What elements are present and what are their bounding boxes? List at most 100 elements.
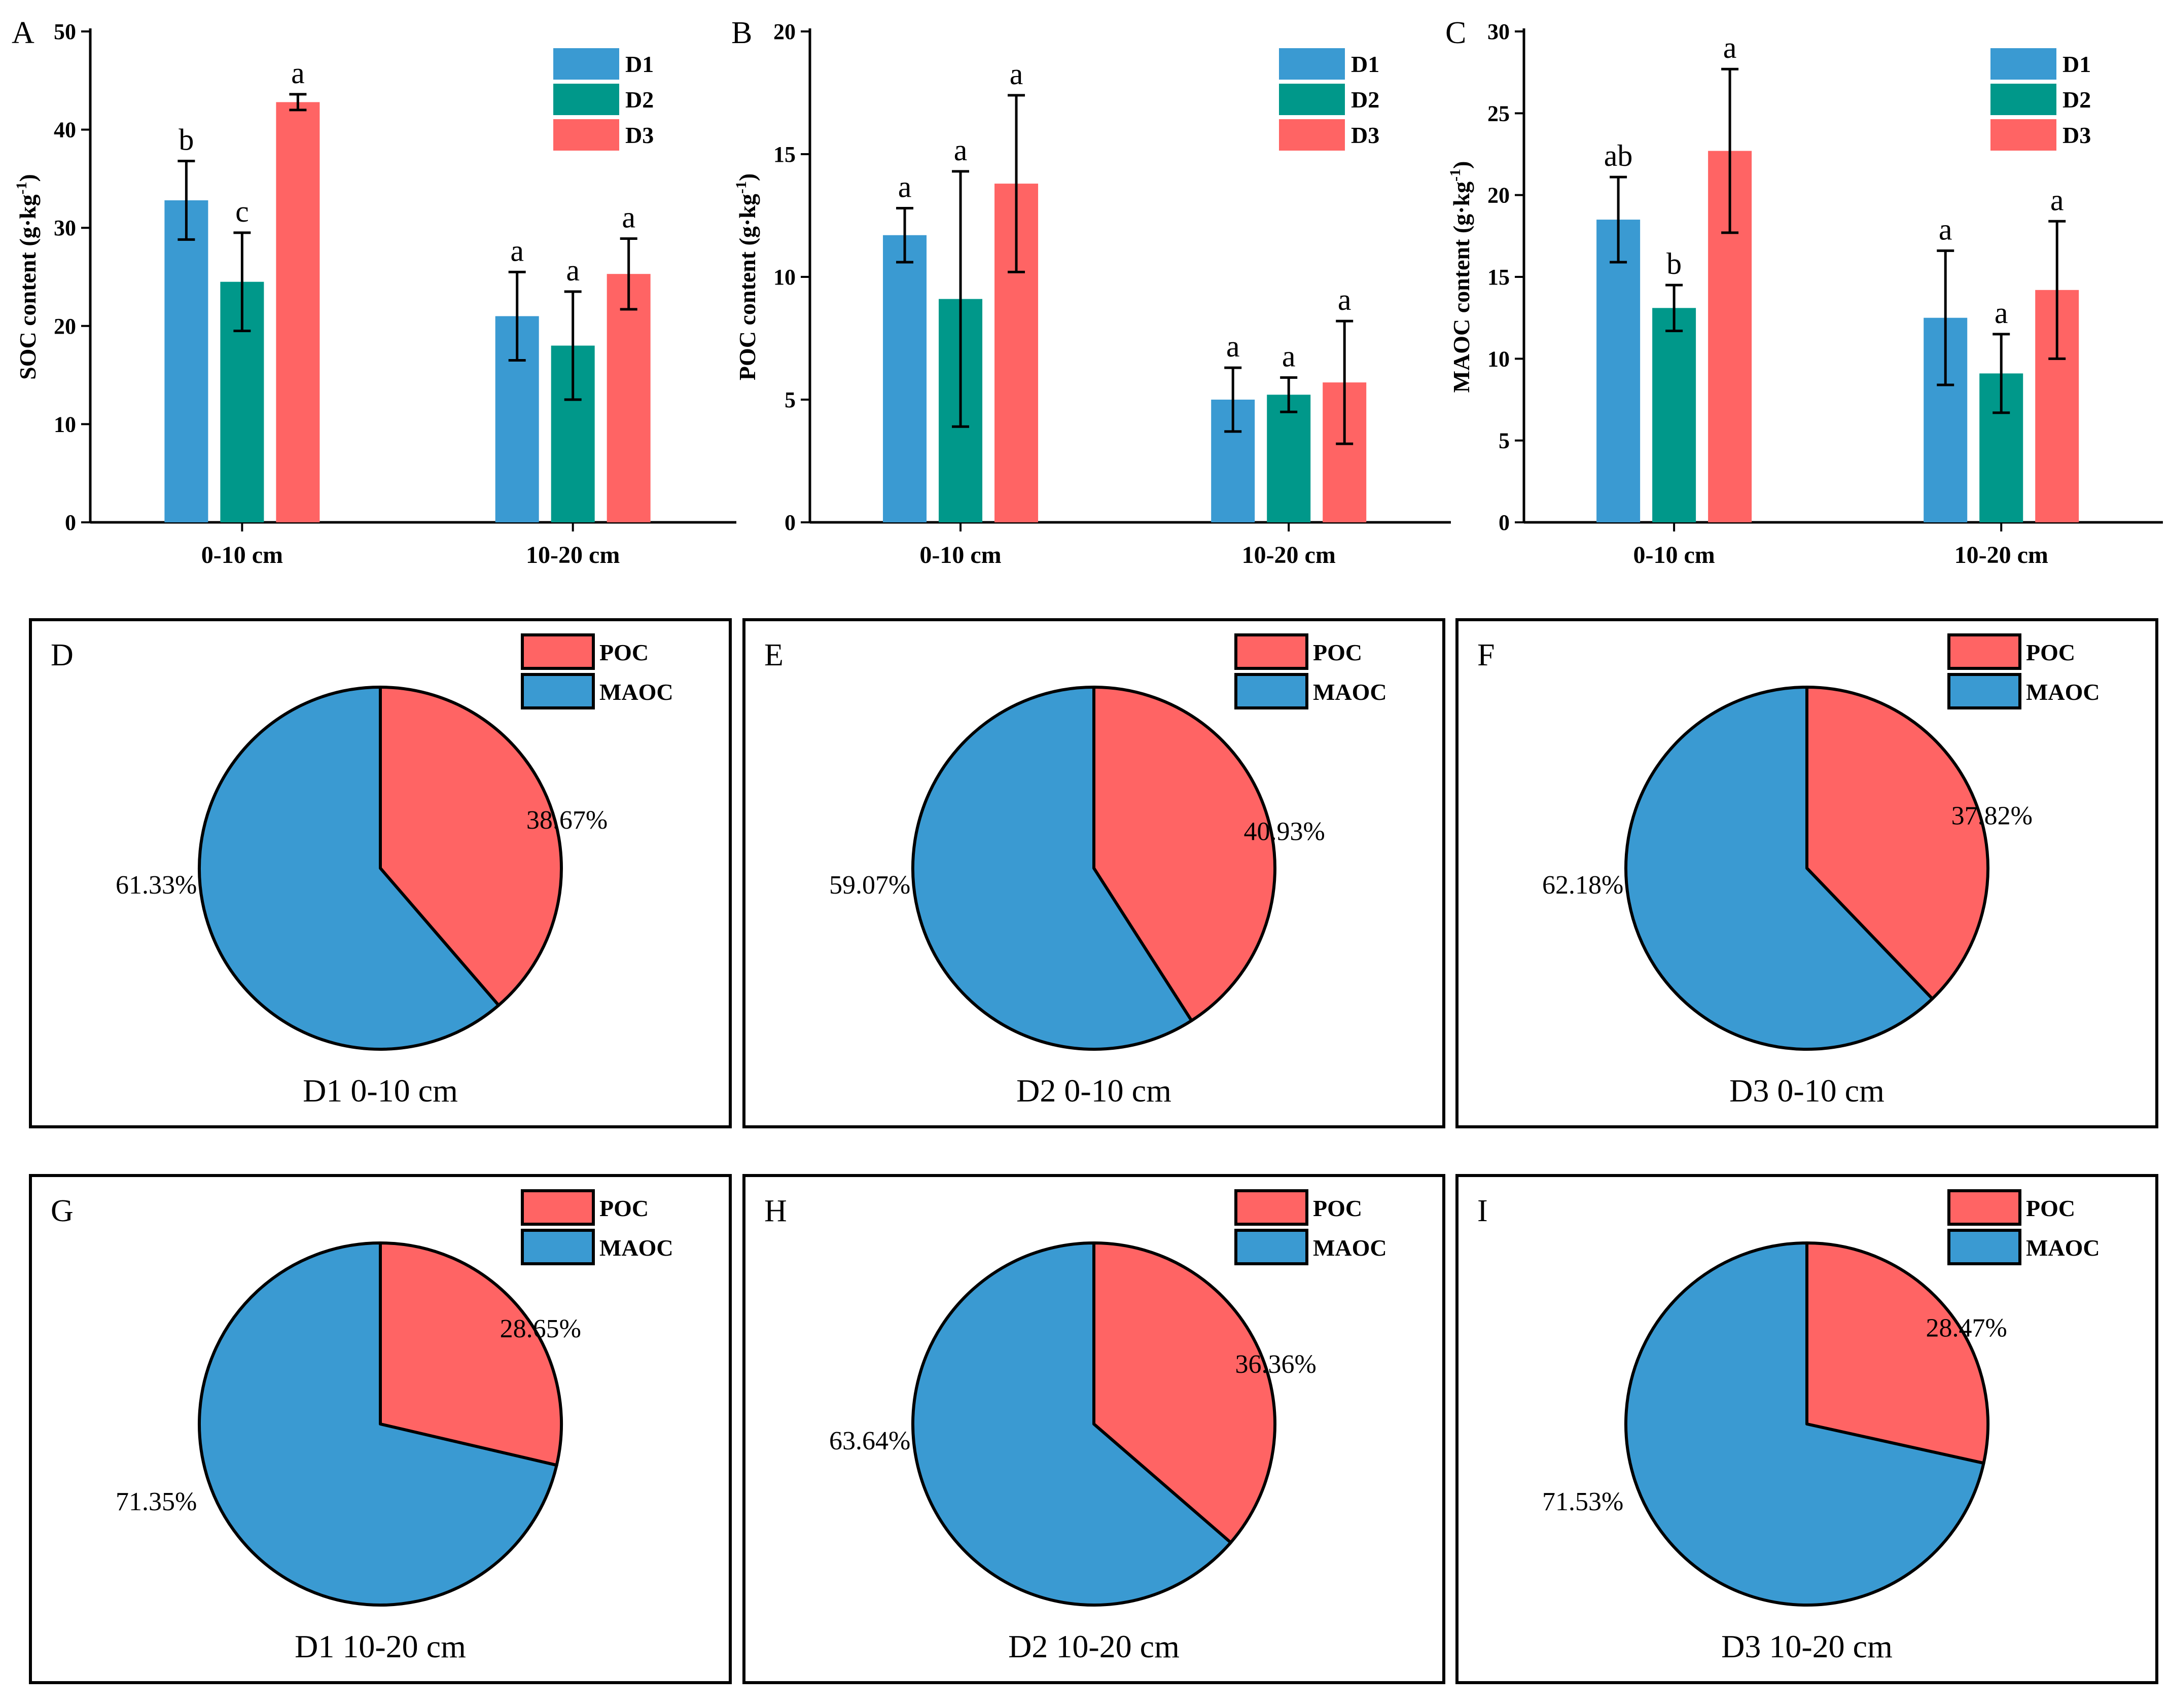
legend-label: MAOC [599, 1235, 673, 1261]
pie-slice-maoc [1624, 686, 1934, 1051]
pie-slice-maoc [911, 686, 1193, 1051]
legend-swatch-maoc [1947, 1229, 2021, 1265]
y-tick-label: 30 [54, 216, 76, 240]
x-tick-label: 10-20 cm [1954, 542, 2048, 568]
pie-caption: D3 10-20 cm [1721, 1628, 1893, 1664]
panel-letter: B [731, 16, 752, 50]
legend-label: D1 [625, 51, 654, 77]
error-bar [620, 237, 637, 311]
error-bar [289, 93, 307, 112]
legend-swatch-poc [1947, 633, 2021, 670]
error-bar [1665, 283, 1683, 332]
bar-d3 [276, 102, 320, 523]
bar-chart-c: C 0 5 10 15 20 25 30 MAOC content (g·kg-1) 0-10 c… [1445, 16, 2163, 568]
legend-swatch-d3 [553, 119, 619, 151]
significance-letter: a [1723, 31, 1737, 64]
panel-letter: E [764, 638, 784, 672]
y-axis-title: POC content (g·kg-1) [733, 173, 760, 380]
x-tick-label: 0-10 cm [919, 542, 1001, 568]
error-bar [1610, 175, 1627, 264]
panel-letter: A [12, 16, 34, 50]
pie-chart-d: D POC MAOC 38.67% 61.33% D1 0-10 cm [29, 618, 732, 1128]
y-tick-label: 5 [1499, 429, 1510, 453]
y-tick-label: 25 [1487, 101, 1510, 126]
y-tick-label: 10 [54, 412, 76, 437]
error-bar [896, 206, 914, 264]
bar-d2 [1652, 308, 1696, 522]
pie-slice-poc [1805, 1241, 1990, 1465]
pie-slice-poc [379, 1241, 563, 1467]
pie-percent-label: 37.82% [1951, 801, 2033, 830]
y-tick-label: 10 [1487, 346, 1510, 371]
y-axis-title: SOC content (g·kg-1) [13, 174, 41, 380]
pie-caption: D2 10-20 cm [1008, 1628, 1180, 1664]
y-tick-label: 20 [54, 314, 76, 339]
legend-label: D2 [625, 87, 654, 113]
error-bar [2048, 220, 2066, 360]
legend-label: MAOC [1313, 679, 1387, 705]
significance-letter: a [1282, 339, 1296, 373]
y-tick-label: 5 [785, 387, 796, 412]
legend-label: D2 [1351, 87, 1379, 113]
error-bar [1993, 333, 2010, 414]
significance-letter: a [1226, 330, 1240, 363]
legend-swatch-d3 [1279, 119, 1345, 151]
significance-letter: a [510, 234, 524, 267]
y-tick-label: 20 [1487, 183, 1510, 208]
bar-d1 [883, 235, 927, 523]
significance-letter: ab [1604, 139, 1633, 172]
error-bar [1721, 67, 1739, 234]
bar-chart-a: A 0 10 20 30 40 50 SOC content (g·kg-1) 0-10 cm b… [12, 16, 736, 568]
pie-chart-e: E POC MAOC 40.93% 59.07% D2 0-10 cm [742, 618, 1445, 1128]
pie-chart-f: F POC MAOC 37.82% 62.18% D3 0-10 cm [1455, 618, 2158, 1128]
pie-percent-label: 28.47% [1926, 1314, 2007, 1343]
y-tick-label: 10 [773, 265, 796, 290]
significance-letter: a [566, 254, 580, 287]
y-tick-label: 0 [1499, 510, 1510, 535]
pie-chart-h: H POC MAOC 36.36% 63.64% D2 10-20 cm [742, 1174, 1445, 1684]
error-bar [233, 231, 251, 332]
significance-letter: a [898, 170, 912, 203]
y-tick-label: 50 [54, 19, 76, 44]
y-tick-label: 30 [1487, 19, 1510, 44]
panel-letter: C [1445, 16, 1466, 50]
pie-percent-label: 36.36% [1235, 1350, 1316, 1379]
pie-slice-poc [379, 686, 563, 1007]
bar-chart-b: B 0 5 10 15 20 POC content (g·kg-1) 0-10 cm a a a 1… [731, 16, 1451, 568]
bar-d3 [607, 274, 651, 522]
pie-caption: D3 0-10 cm [1729, 1073, 1884, 1109]
x-tick-label: 0-10 cm [201, 542, 283, 568]
bar-d2 [1267, 395, 1311, 522]
legend-swatch-d1 [1990, 48, 2056, 80]
significance-letter: a [954, 133, 968, 167]
legend-label: D3 [1351, 122, 1379, 148]
pie-slice-maoc [1624, 1241, 1985, 1607]
error-bar [1336, 319, 1354, 445]
error-bar [1280, 376, 1298, 413]
panel-letter: F [1477, 638, 1495, 672]
legend-swatch-maoc [1234, 1229, 1308, 1265]
legend-swatch-maoc [521, 1229, 595, 1265]
pie-percent-label: 40.93% [1243, 817, 1325, 846]
y-tick-label: 0 [785, 510, 796, 535]
significance-letter: a [1939, 212, 1952, 246]
pie-percent-label: 61.33% [116, 871, 197, 900]
legend-swatch-poc [521, 633, 595, 670]
pie-slice-maoc [198, 686, 501, 1051]
legend-swatch-d2 [1990, 84, 2056, 115]
pie-slice-maoc [198, 1241, 558, 1607]
legend-label: D1 [2062, 51, 2091, 77]
legend-label: POC [599, 1195, 649, 1221]
y-tick-label: 15 [1487, 265, 1510, 290]
significance-letter: a [1995, 296, 2008, 330]
error-bar [952, 170, 970, 428]
legend-swatch-poc [521, 1189, 595, 1226]
legend-label: POC [2026, 639, 2075, 665]
significance-letter: a [622, 200, 635, 234]
pie-percent-label: 62.18% [1542, 871, 1623, 900]
pie-slice-poc [1092, 1241, 1276, 1544]
legend-label: D3 [625, 122, 654, 148]
panel-letter: I [1477, 1194, 1488, 1228]
legend-swatch-poc [1947, 1189, 2021, 1226]
